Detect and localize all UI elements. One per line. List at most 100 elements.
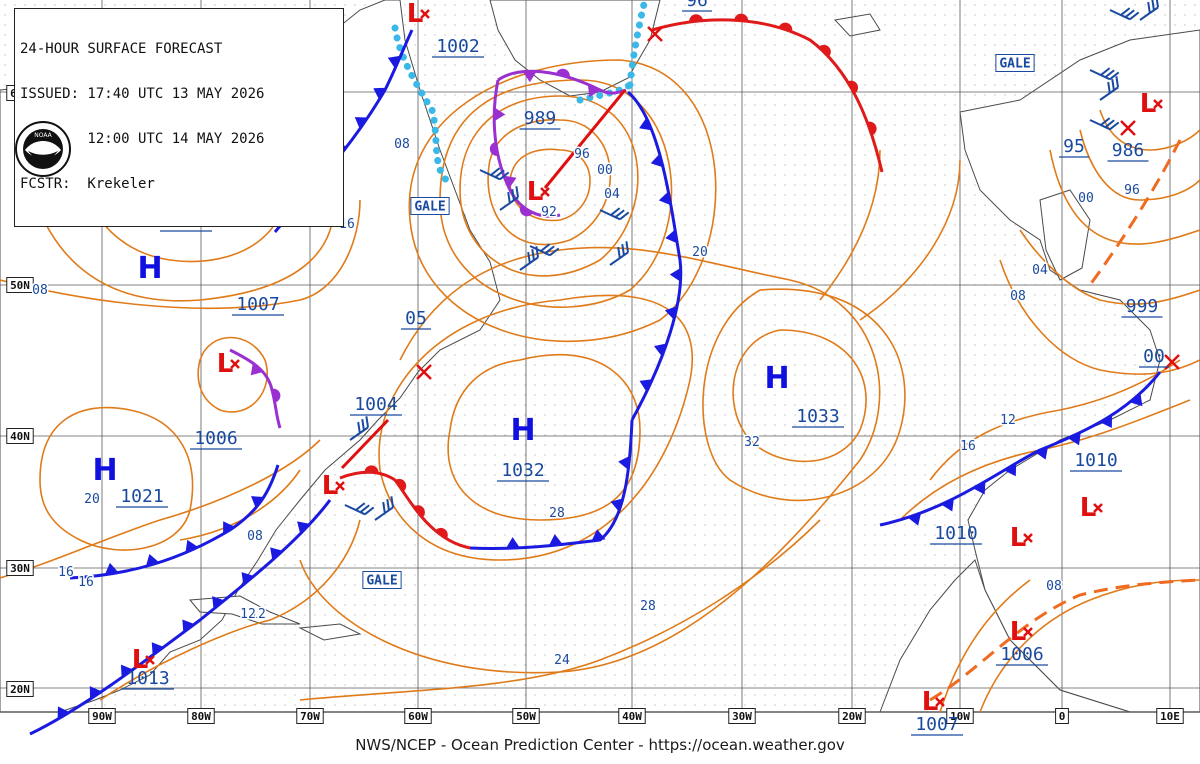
occluded-front-greenland-triangle — [522, 71, 537, 83]
pressure-label-text: 1007 — [915, 714, 958, 735]
pressure-label-text: 1032 — [501, 460, 544, 481]
pressure-label: 1033 — [792, 406, 844, 428]
trough-east — [1088, 139, 1182, 286]
warm-front-iceland-semicircle — [847, 80, 859, 94]
high-1033-icon: H — [764, 361, 789, 396]
lon-label: 70W — [296, 708, 324, 724]
isobar-value-label: 24 — [554, 653, 570, 668]
low-986-icon: L — [1140, 89, 1163, 119]
isobar-value-label: 12 — [1000, 413, 1016, 428]
pressure-label: 1010 — [930, 523, 982, 545]
wind-barb-icon — [479, 167, 510, 181]
pressure-centers: H H H H L L L L L L L L L L — [92, 0, 1180, 717]
pressure-label: 1007 — [232, 294, 284, 316]
cold-front-gulf-triangle — [57, 706, 70, 720]
lon-label-text: 40W — [622, 710, 642, 723]
cold-front-iberia-triangle — [1004, 463, 1017, 477]
british-isles — [1039, 189, 1091, 281]
pressure-label: 1002 — [432, 36, 484, 58]
lon-label-text: 70W — [300, 710, 320, 723]
high-1020-icon: H — [137, 251, 162, 286]
cold-front-atlantic-south-triangle — [591, 529, 606, 542]
isobar-value-label: 00 — [597, 163, 613, 178]
low-1006-icon: L — [1010, 617, 1033, 647]
wind-barb-icon — [1099, 76, 1120, 101]
isobar-992-east — [1099, 109, 1200, 151]
occluded-front-989-semicircle — [489, 141, 499, 156]
lon-label-text: 90W — [92, 710, 112, 723]
pressure-label-text: 1006 — [1000, 644, 1043, 665]
isobar-value-label: 32 — [744, 435, 760, 450]
isobar-value-label: 96 — [1124, 183, 1140, 198]
gale-warning-label: GALE — [995, 54, 1035, 72]
isobar-1000 — [439, 79, 673, 308]
isobar-value-label: 16 — [78, 575, 94, 590]
low-1013-icon-letter: L — [132, 645, 149, 675]
cold-front-labrador-triangle — [354, 117, 368, 130]
wind-barbs — [344, 0, 1160, 521]
cold-front-iberia-triangle — [1068, 432, 1081, 446]
warm-front-atlantic-semicircle — [413, 505, 425, 518]
lat-label: 20N — [6, 681, 34, 697]
forecast-title: 24-HOUR SURFACE FORECAST — [20, 41, 223, 57]
isobar-1016-east2 — [859, 159, 961, 321]
map-labels: 60N50N40N30N20N90W80W70W60W50W40W30W20W1… — [6, 0, 1184, 736]
cold-front-atlantic-triangle — [664, 306, 678, 320]
lon-label-text: 0 — [1059, 710, 1066, 723]
pressure-label: 1021 — [116, 486, 168, 508]
isobar-value-label: 12 — [250, 607, 266, 622]
low-1004-icon-letter: L — [322, 471, 339, 501]
cold-front-atlantic-south-triangle — [618, 455, 630, 470]
cold-front-labrador-triangle — [387, 55, 401, 69]
cold-front-atlantic-triangle — [650, 153, 664, 168]
lon-label: 20W — [838, 708, 866, 724]
isobar-1012-sw — [939, 579, 1031, 713]
warm-front-iceland — [651, 18, 884, 173]
pressure-label: 1013 — [122, 668, 174, 690]
pressure-label: 1007 — [911, 714, 963, 736]
occluded-front-989-semicircle — [519, 205, 533, 217]
low-1010-south-icon-x-icon — [1023, 533, 1033, 543]
low-x-mark — [416, 364, 432, 380]
isobar-1016-west — [0, 199, 361, 310]
cold-front-gulf-triangle — [241, 572, 255, 586]
cold-front-gulf-triangle — [212, 596, 225, 610]
low-1006-icon-letter: L — [1010, 617, 1027, 647]
cold-front-iberia-triangle — [1034, 446, 1048, 460]
pressure-label-text: 1002 — [436, 36, 479, 57]
low-1007-icon: L — [922, 687, 945, 717]
isobar-value-label: 00 — [1078, 191, 1094, 206]
hispaniola-island — [298, 623, 362, 641]
isobar-1024-south — [299, 519, 821, 701]
pressure-label: 989 — [519, 108, 561, 130]
isobar-value-label: 16 — [960, 439, 976, 454]
isobar-1008-south — [179, 469, 301, 541]
isobar-value-label: 08 — [1010, 289, 1026, 304]
low-986-icon-letter: L — [1140, 89, 1157, 119]
low-1006-icon-x-icon — [1023, 627, 1033, 637]
lat-label-text: 40N — [10, 430, 30, 443]
pressure-label-text: 1006 — [194, 428, 237, 449]
wind-barb-icon — [349, 416, 370, 441]
pressure-label: 1006 — [190, 428, 242, 450]
cold-front-atlantic-triangle — [639, 379, 653, 392]
cold-front-atlantic-south-triangle — [548, 534, 563, 546]
cold-front-gulf-triangle — [297, 521, 310, 535]
cold-front-atlantic-triangle — [658, 191, 671, 206]
isobar-value-label: 08 — [394, 137, 410, 152]
lon-label-text: 10E — [1160, 710, 1180, 723]
pressure-label-text: 1010 — [1074, 450, 1117, 471]
pressure-label-text: 999 — [1126, 296, 1159, 317]
isobar-1028 — [378, 294, 694, 561]
lat-label-text: 20N — [10, 683, 30, 696]
cold-front-gulf-triangle — [182, 619, 195, 633]
warm-front-iceland-semicircle — [689, 14, 704, 22]
lon-label: 60W — [404, 708, 432, 724]
isobar-1024 — [299, 246, 881, 674]
lon-label-text: 60W — [408, 710, 428, 723]
cold-front-atlantic-triangle — [654, 343, 667, 357]
occluded-front-989-triangle — [503, 175, 517, 189]
high-1032-icon: H — [510, 413, 535, 448]
